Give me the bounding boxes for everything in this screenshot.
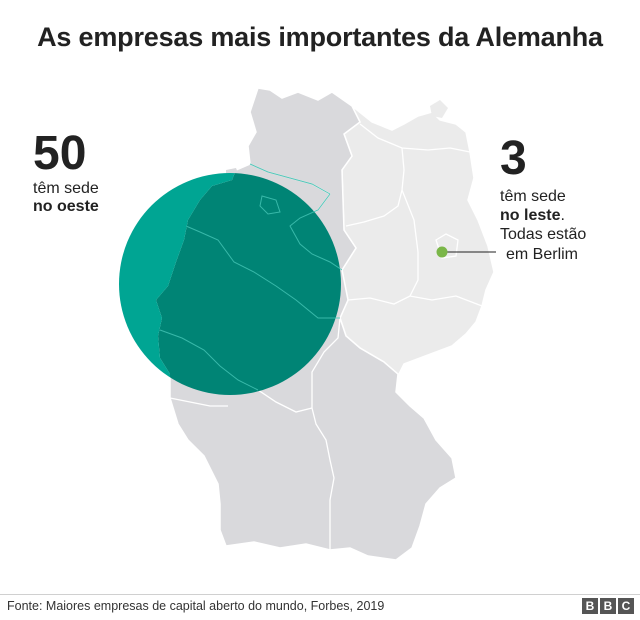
bbc-logo-letter: B xyxy=(600,598,616,614)
west-text-line1: têm sede xyxy=(33,180,99,197)
source-note: Fonte: Maiores empresas de capital abert… xyxy=(7,599,385,613)
west-count: 50 xyxy=(33,127,87,180)
east-text-line2-bold: no leste xyxy=(500,207,561,225)
footer-divider xyxy=(0,594,640,595)
east-text-line1: têm sede xyxy=(500,188,566,205)
east-text-line3: Todas estão xyxy=(500,226,587,244)
east-text-line2: no leste. xyxy=(500,206,586,225)
east-annotation: 3 têm sede no leste. Todas estão em Berl… xyxy=(500,135,586,264)
ruegen-island xyxy=(430,100,448,118)
east-text-line2-tail: . xyxy=(560,207,565,225)
bbc-logo-letter: B xyxy=(582,598,598,614)
bbc-logo-letter: C xyxy=(618,598,634,614)
east-count: 3 xyxy=(500,132,527,185)
chart-title: As empresas mais importantes da Alemanha xyxy=(37,22,603,52)
berlin-dot xyxy=(436,246,448,258)
west-text-line2: no oeste xyxy=(33,198,99,216)
west-annotation: 50 têm sede no oeste xyxy=(33,130,99,217)
bbc-logo: B B C xyxy=(582,598,634,614)
west-bubble-fill xyxy=(119,173,341,395)
east-text-line4: em Berlim xyxy=(506,245,579,263)
